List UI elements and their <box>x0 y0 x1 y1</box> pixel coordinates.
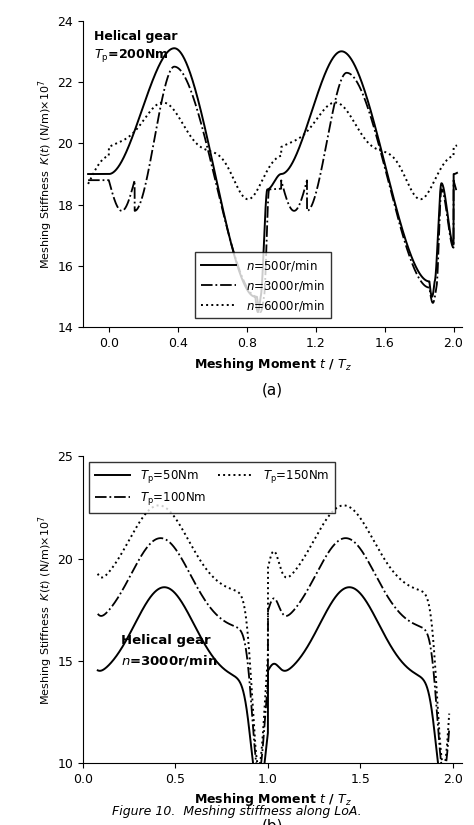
Legend: $T_{\mathrm{p}}$=50Nm, $T_{\mathrm{p}}$=100Nm, $T_{\mathrm{p}}$=150Nm: $T_{\mathrm{p}}$=50Nm, $T_{\mathrm{p}}$=… <box>89 462 335 512</box>
Legend: $n$=500r/min, $n$=3000r/min, $n$=6000r/min: $n$=500r/min, $n$=3000r/min, $n$=6000r/m… <box>195 252 331 318</box>
X-axis label: Meshing Moment $t$ / $T_z$: Meshing Moment $t$ / $T_z$ <box>193 791 352 808</box>
Y-axis label: Meshing Stiffness  $K(t)$ (N/m)×10$^7$: Meshing Stiffness $K(t)$ (N/m)×10$^7$ <box>36 79 55 269</box>
Text: (a): (a) <box>262 383 283 398</box>
Text: Figure 10.  Meshing stiffness along LoA.: Figure 10. Meshing stiffness along LoA. <box>112 805 362 818</box>
Y-axis label: Meshing Stiffness  $K(t)$ (N/m)×10$^7$: Meshing Stiffness $K(t)$ (N/m)×10$^7$ <box>36 515 55 705</box>
Text: Helical gear
$n$=3000r/min: Helical gear $n$=3000r/min <box>121 634 218 668</box>
X-axis label: Meshing Moment $t$ / $T_z$: Meshing Moment $t$ / $T_z$ <box>193 356 352 373</box>
Text: Helical gear
$T_{\mathrm{p}}$=200Nm: Helical gear $T_{\mathrm{p}}$=200Nm <box>94 30 178 64</box>
Text: (b): (b) <box>262 818 283 825</box>
